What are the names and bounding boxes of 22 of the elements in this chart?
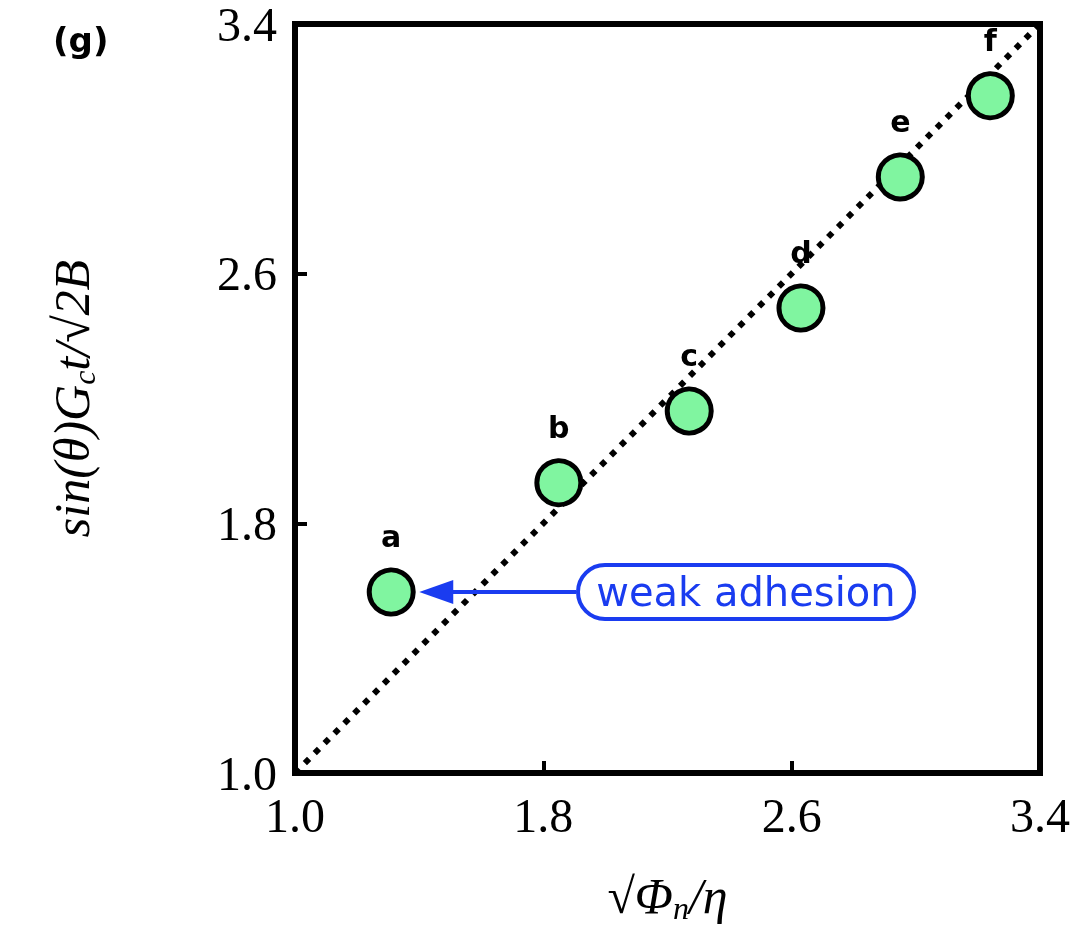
data-label: c: [680, 337, 699, 373]
data-label: f: [983, 22, 998, 58]
x-tick-label: 1.8: [513, 788, 574, 842]
y-tick-label: 3.4: [217, 0, 277, 51]
callout-box: weak adhesion: [576, 563, 916, 621]
y-tick-label: 2.6: [217, 247, 277, 301]
point: [534, 458, 584, 508]
point: [366, 567, 416, 617]
point: [965, 71, 1015, 121]
point: [776, 283, 826, 333]
x-tick-label: 2.6: [761, 788, 822, 842]
x-tick-label: 3.4: [1010, 788, 1070, 842]
y-tick-label: 1.8: [217, 496, 277, 550]
y-axis-title: sin(θ)Gct/√2B: [44, 259, 102, 538]
point: [875, 152, 925, 202]
data-label: a: [381, 518, 402, 554]
chart-title: (g): [53, 20, 109, 60]
y-tick-label: 1.0: [217, 746, 277, 800]
data-label: b: [548, 409, 570, 445]
point: [664, 386, 714, 436]
data-label: e: [890, 103, 911, 139]
data-label: d: [790, 235, 812, 270]
